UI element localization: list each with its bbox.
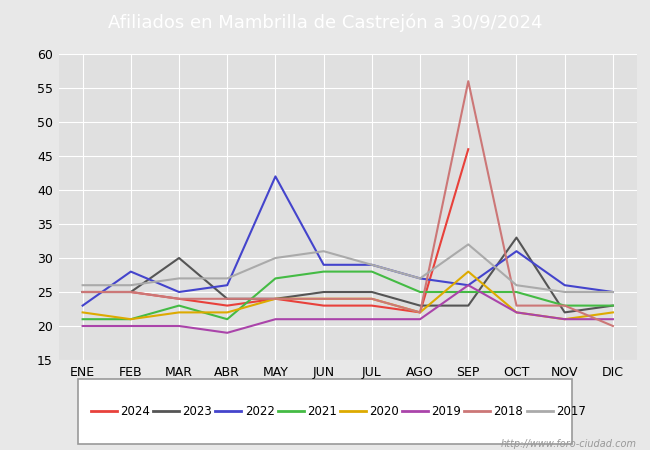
Text: 2020: 2020 <box>369 405 399 418</box>
Text: http://www.foro-ciudad.com: http://www.foro-ciudad.com <box>501 439 637 449</box>
Text: 2021: 2021 <box>307 405 337 418</box>
FancyBboxPatch shape <box>78 379 572 444</box>
Text: 2023: 2023 <box>183 405 212 418</box>
Text: 2018: 2018 <box>493 405 523 418</box>
Text: 2022: 2022 <box>244 405 274 418</box>
Text: Afiliados en Mambrilla de Castrejón a 30/9/2024: Afiliados en Mambrilla de Castrejón a 30… <box>108 13 542 32</box>
Text: 2019: 2019 <box>432 405 462 418</box>
Text: 2017: 2017 <box>556 405 586 418</box>
Text: 2024: 2024 <box>120 405 150 418</box>
